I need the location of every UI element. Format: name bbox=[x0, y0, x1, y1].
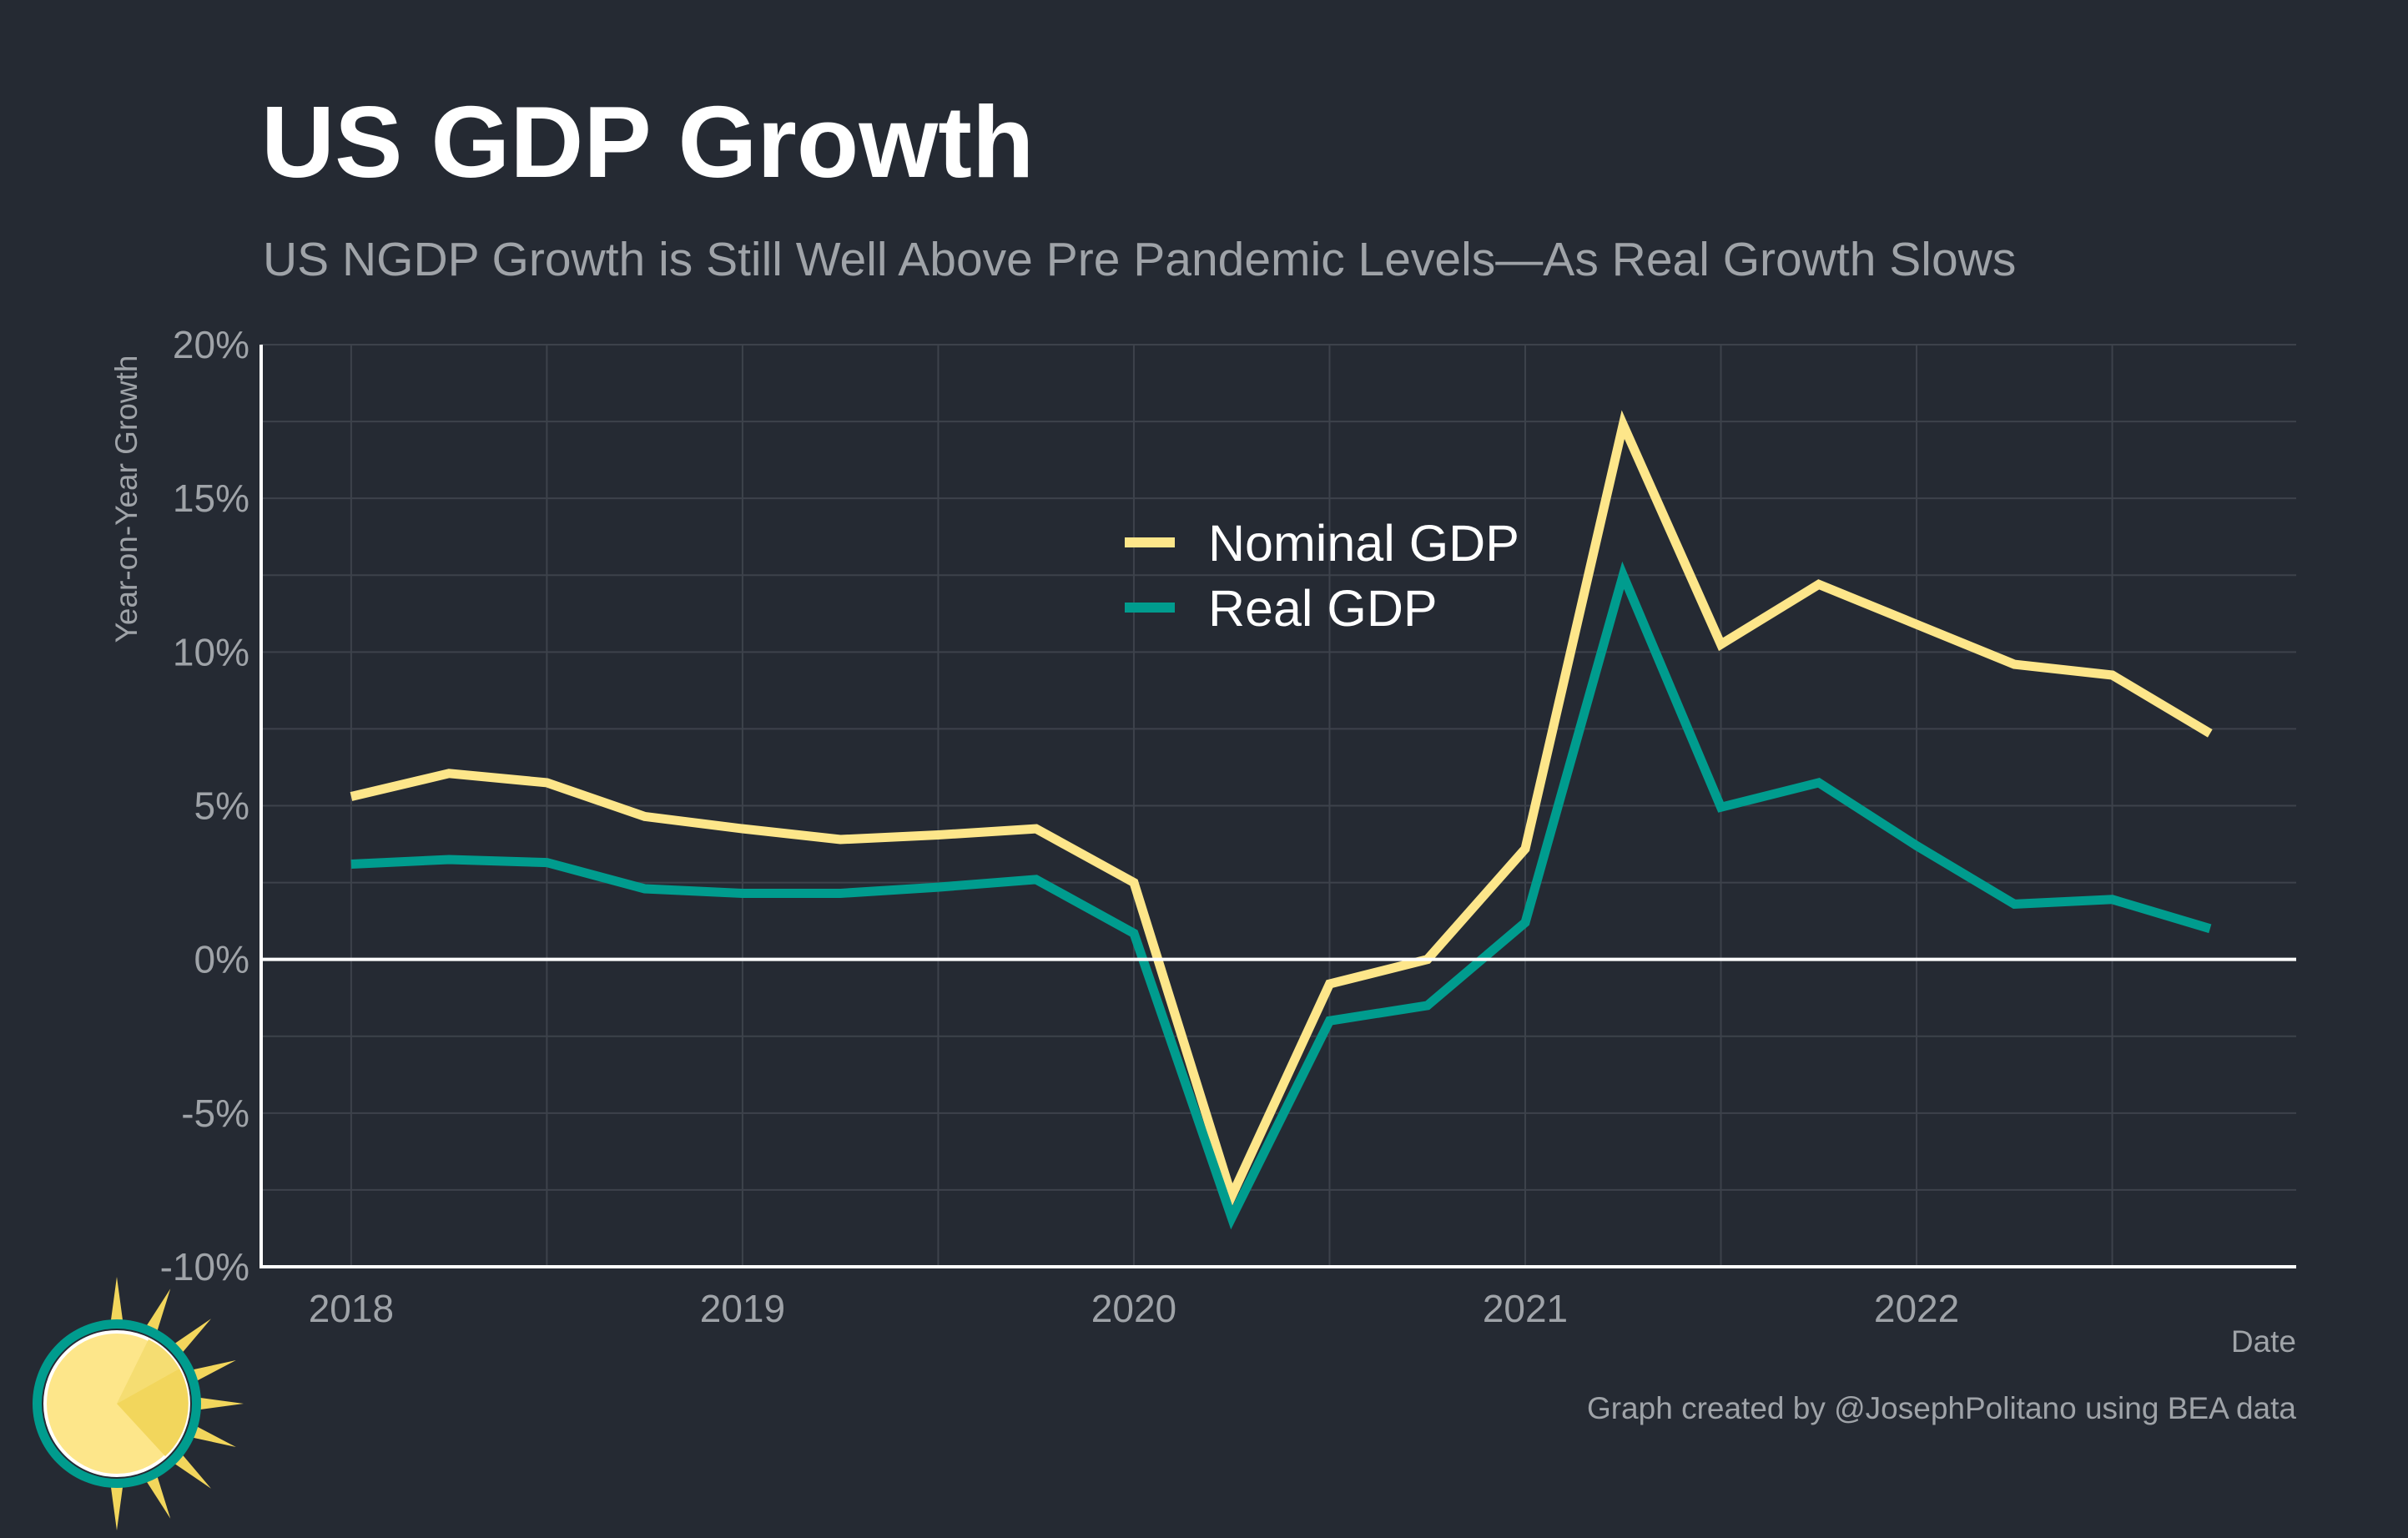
axes bbox=[259, 345, 2296, 1268]
x-tick-label: 2021 bbox=[1483, 1287, 1568, 1330]
x-tick-label: 2019 bbox=[700, 1287, 785, 1330]
x-tick-label: 2018 bbox=[309, 1287, 394, 1330]
x-axis-label: Date bbox=[2231, 1324, 2296, 1359]
sun-logo-icon bbox=[33, 1277, 244, 1530]
chart-subtitle: US NGDP Growth is Still Well Above Pre P… bbox=[263, 233, 2017, 286]
y-tick-label: -5% bbox=[181, 1092, 249, 1135]
y-tick-label: 0% bbox=[194, 938, 249, 981]
series-lines bbox=[350, 410, 2213, 1230]
y-tick-label: 5% bbox=[194, 784, 249, 828]
y-axis-label: Year-on-Year Growth bbox=[109, 356, 144, 643]
y-tick-label: 20% bbox=[173, 323, 249, 366]
tick-labels: -10% -5% 0% 5% 10% 15% 20% 2018 2019 2020 2021 2022 bbox=[160, 323, 1960, 1330]
y-tick-label: -10% bbox=[160, 1245, 249, 1288]
legend-label-real-gdp: Real GDP bbox=[1208, 580, 1438, 637]
y-tick-label: 10% bbox=[173, 630, 249, 673]
series-line-real-gdp bbox=[350, 561, 2212, 1230]
series-line-nominal-gdp bbox=[350, 410, 2213, 1209]
legend: Nominal GDP Real GDP bbox=[1125, 515, 1519, 637]
x-tick-label: 2020 bbox=[1091, 1287, 1176, 1330]
y-tick-label: 15% bbox=[173, 477, 249, 520]
source-caption: Graph created by @JosephPolitano using B… bbox=[1587, 1391, 2296, 1425]
legend-label-nominal-gdp: Nominal GDP bbox=[1208, 515, 1519, 572]
x-tick-label: 2022 bbox=[1874, 1287, 1959, 1330]
chart-title: US GDP Growth bbox=[261, 85, 1035, 199]
